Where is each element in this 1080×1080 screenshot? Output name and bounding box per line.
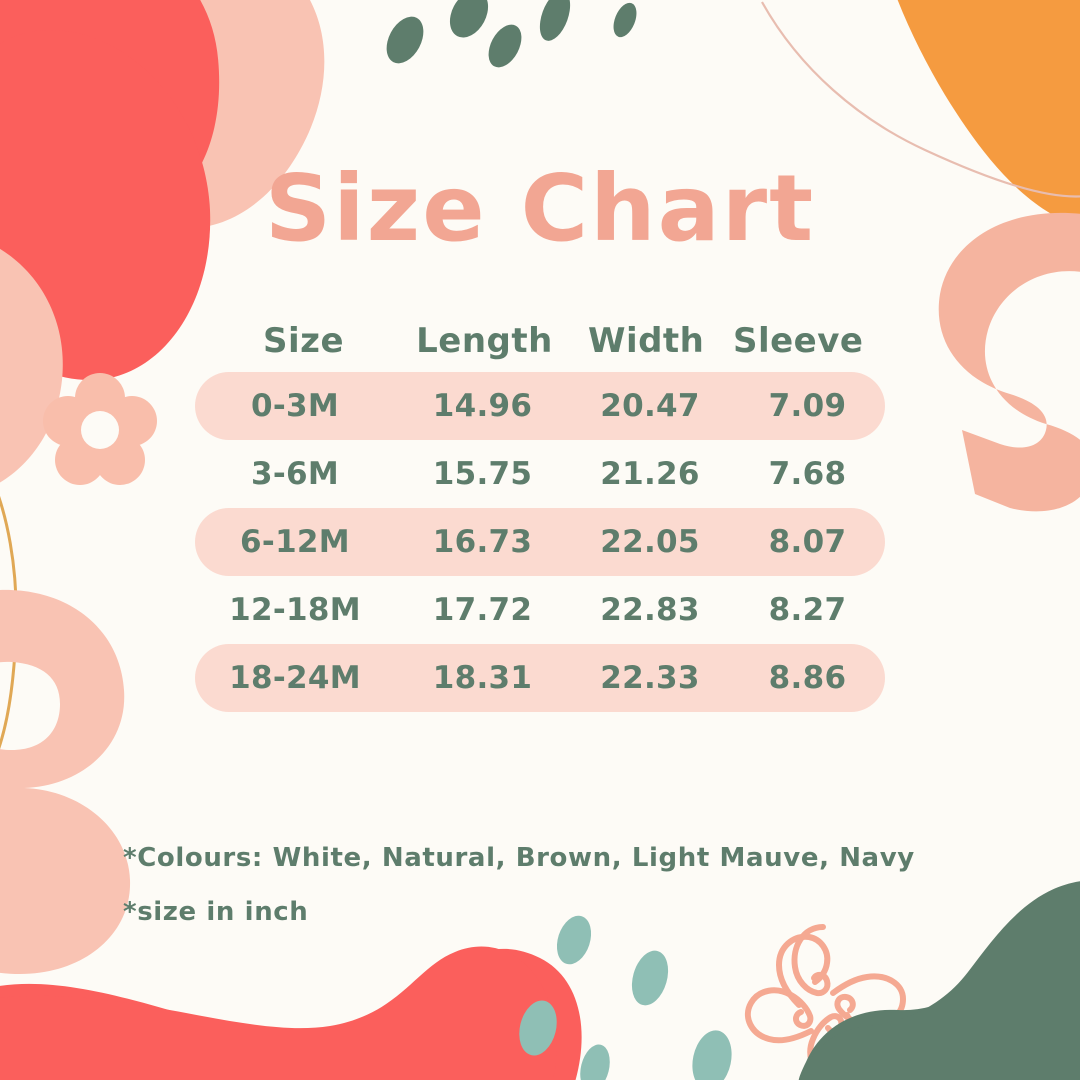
cell-size: 0-3M — [250, 387, 340, 424]
page-title: Size Chart — [264, 155, 816, 262]
cell-sleeve: 8.86 — [768, 659, 847, 696]
table-row: 18-24M 18.31 22.33 8.86 — [195, 644, 885, 712]
column-header-sleeve: Sleeve — [732, 321, 864, 361]
cell-length: 16.73 — [432, 523, 533, 560]
cell-sleeve: 7.09 — [768, 387, 847, 424]
cell-width: 22.05 — [600, 523, 700, 560]
cell-width: 21.26 — [600, 455, 700, 492]
cell-size: 3-6M — [250, 455, 340, 492]
cell-length: 18.31 — [432, 659, 533, 696]
cell-sleeve: 7.68 — [768, 455, 847, 492]
table-row: 3-6M 15.75 21.26 7.68 — [195, 440, 885, 508]
cell-width: 22.83 — [600, 591, 700, 628]
cell-sleeve: 8.27 — [768, 591, 847, 628]
cell-length: 15.75 — [432, 455, 533, 492]
note-colours: *Colours: White, Natural, Brown, Light M… — [123, 843, 915, 873]
note-units: *size in inch — [123, 897, 309, 927]
table-row: 12-18M 17.72 22.83 8.27 — [195, 576, 885, 644]
cell-sleeve: 8.07 — [768, 523, 847, 560]
cell-length: 14.96 — [432, 387, 533, 424]
column-header-length: Length — [416, 321, 553, 361]
cell-width: 20.47 — [600, 387, 700, 424]
cell-size: 6-12M — [240, 523, 350, 560]
cell-size: 18-24M — [229, 659, 361, 696]
cell-width: 22.33 — [600, 659, 700, 696]
cell-size: 12-18M — [229, 591, 361, 628]
table-row: 0-3M 14.96 20.47 7.09 — [195, 372, 885, 440]
column-header-width: Width — [587, 321, 705, 361]
footnotes: *Colours: White, Natural, Brown, Light M… — [123, 845, 1023, 953]
table-header-row: Size Length Width Sleeve — [195, 310, 885, 372]
table-row: 6-12M 16.73 22.05 8.07 — [195, 508, 885, 576]
size-chart-table: Size Length Width Sleeve 0-3M 14.96 20.4… — [195, 310, 885, 712]
column-header-size: Size — [263, 321, 345, 361]
cell-length: 17.72 — [432, 591, 533, 628]
